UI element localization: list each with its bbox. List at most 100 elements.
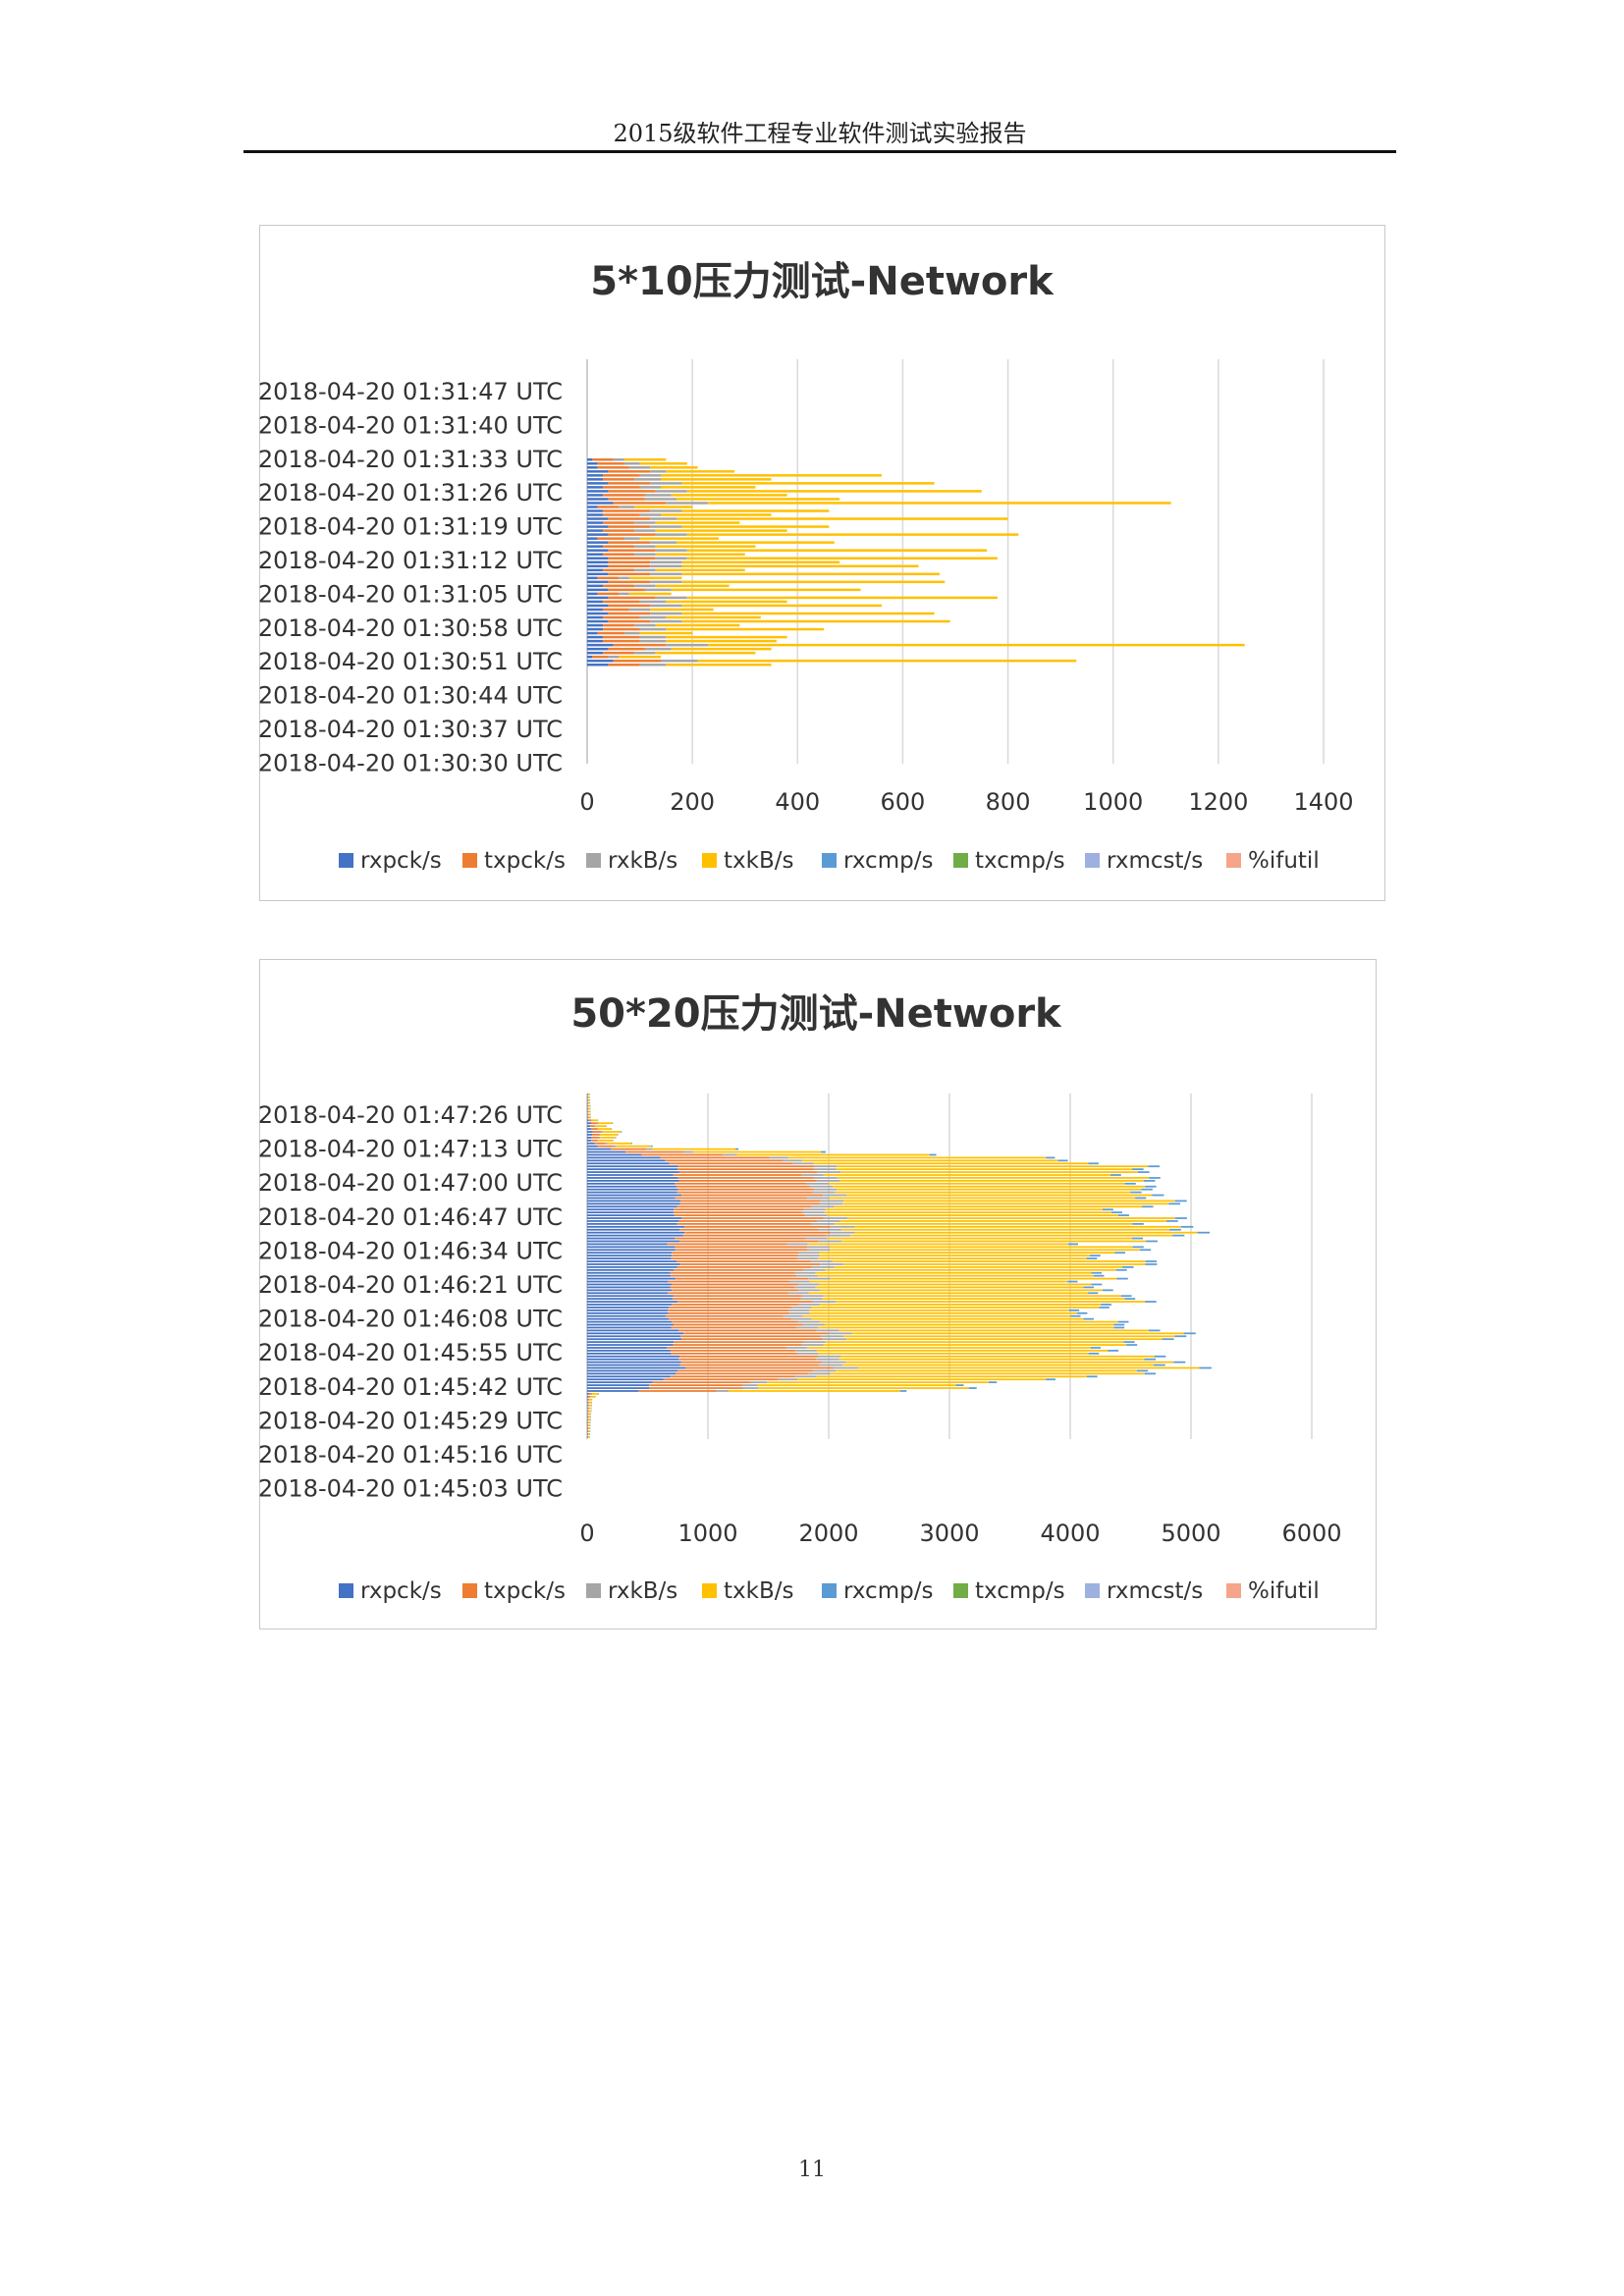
chart2-bar-rxkBs <box>816 1329 839 1332</box>
chart1-bar-rxpcks <box>587 608 604 612</box>
chart2-bar-rxcmps <box>1124 1298 1136 1301</box>
chart2-bar-rxpcks <box>587 1407 588 1410</box>
chart2-bar-txpcks <box>587 1415 589 1418</box>
chart2-bar-rxpcks <box>587 1220 679 1222</box>
chart2-bar-rxkBs <box>683 1150 693 1153</box>
chart2-bar-txpcks <box>590 1125 595 1128</box>
chart2-bar-txpcks <box>674 1208 804 1211</box>
chart1-legend-swatch <box>702 853 717 868</box>
chart2-bar-rxkBs <box>805 1237 828 1240</box>
chart2-bar-rxpcks <box>587 1304 673 1306</box>
chart2-x-tick-label: 4000 <box>1040 1520 1100 1547</box>
chart1-bar-txpcks <box>603 509 651 512</box>
chart2-bar-rxpcks <box>587 1139 592 1142</box>
chart2-bar-txpcks <box>678 1180 817 1182</box>
chart2-bar-txpcks <box>679 1240 819 1243</box>
chart2-bar-txkBs <box>829 1197 1136 1200</box>
chart1-bar-txpcks <box>608 498 645 501</box>
chart2-bar-rxpcks <box>587 1191 677 1194</box>
chart1-bar-rxkBs <box>639 486 661 489</box>
chart1-bar-rxpcks <box>587 513 604 516</box>
chart2-bar-rxcmps <box>1162 1338 1174 1341</box>
chart1-bar-rxpcks <box>587 545 604 548</box>
chart2-bar-rxpcks <box>587 1243 668 1246</box>
chart2-bar-txkBs <box>832 1185 1146 1188</box>
chart2-bar-rxcmps <box>1120 1295 1132 1298</box>
chart2-bar-rxcmps <box>1166 1220 1178 1222</box>
chart2-bar-rxkBs <box>802 1323 825 1326</box>
chart2-bar-rxpcks <box>587 1223 677 1225</box>
chart1-bar-txpcks <box>603 545 635 548</box>
chart2-bar-txpcks <box>677 1188 815 1191</box>
chart2-bar-txpcks <box>684 1231 832 1234</box>
chart2-bar-rxcmps <box>1117 1214 1129 1216</box>
chart2-bar-txkBs <box>839 1180 1144 1182</box>
chart2-bar-txkBs <box>692 1150 822 1153</box>
chart2-bar-txkBs <box>811 1307 1100 1308</box>
chart2-bar-txkBs <box>588 1116 591 1119</box>
chart2-bar-rxkBs <box>814 1165 838 1168</box>
chart2-bar-rxpcks <box>587 1211 674 1214</box>
chart2-bar-txpcks <box>678 1358 817 1361</box>
chart1-bar-txpcks <box>597 537 624 540</box>
chart2-bar-rxpcks <box>587 1240 680 1243</box>
chart2-bar-rxcmps <box>821 1150 826 1153</box>
chart2-bar-rxcmps <box>1088 1353 1100 1355</box>
chart1-bar-txpcks <box>597 576 620 580</box>
chart2-bar-txpcks <box>649 1384 742 1387</box>
chart2-bar-rxkBs <box>790 1307 812 1308</box>
chart1-bar-rxkBs <box>634 584 656 588</box>
chart2-bar-rxcmps <box>1168 1202 1181 1205</box>
chart2-bar-txpcks <box>587 1104 589 1107</box>
chart1-bar-rxpcks <box>587 537 598 540</box>
chart1-bar-rxpcks <box>587 509 604 512</box>
chart2-bar-txpcks <box>675 1372 808 1375</box>
chart1-bar-txkBs <box>650 466 698 469</box>
chart2-bar-rxkBs <box>801 1174 824 1176</box>
chart1-bar-txpcks <box>608 663 640 667</box>
chart2-bar-rxcmps <box>735 1148 739 1150</box>
chart2-bar-rxpcks <box>587 1234 683 1237</box>
chart1-bar-rxpcks <box>587 478 604 481</box>
chart1-bar-txpcks <box>597 462 624 465</box>
chart1-bar-txkBs <box>681 525 830 528</box>
chart2-bar-rxcmps <box>1116 1277 1128 1280</box>
chart1-bar-rxkBs <box>644 494 672 497</box>
chart1-bar-rxkBs <box>639 635 667 639</box>
chart1-bar-txpcks <box>597 506 620 508</box>
chart2-bar-txkBs <box>819 1283 1092 1286</box>
chart2-bar-txpcks <box>680 1200 821 1202</box>
chart2-bar-txpcks <box>677 1369 814 1372</box>
chart2-y-tick-label: 2018-04-20 01:45:03 UTC <box>258 1475 563 1503</box>
chart1-bar-rxkBs <box>644 647 672 651</box>
chart2-bar-txpcks <box>677 1168 814 1171</box>
chart2-bar-rxcmps <box>1137 1171 1150 1173</box>
chart1-bar-rxpcks <box>587 588 609 592</box>
chart2-bar-rxcmps <box>1113 1323 1125 1326</box>
chart2-bar-txpcks <box>685 1366 835 1369</box>
chart2-bar-rxkBs <box>796 1326 819 1329</box>
chart2-bar-rxcmps <box>1174 1217 1187 1219</box>
chart2-bar-rxpcks <box>587 1255 673 1257</box>
chart2-bar-txkBs <box>854 1225 1181 1228</box>
chart1-bar-rxkBs <box>644 588 672 592</box>
chart2-bar-txpcks <box>591 1122 598 1125</box>
chart1-bar-txkBs <box>708 643 1245 647</box>
chart2-bar-txpcks <box>670 1350 796 1352</box>
chart2-bar-txkBs <box>589 1398 592 1401</box>
chart2-bar-txpcks <box>588 1393 592 1395</box>
chart2-bar-txpcks <box>678 1220 818 1222</box>
chart2-bar-rxkBs <box>813 1369 837 1372</box>
chart2-bar-rxcmps <box>1091 1271 1103 1274</box>
chart1-bar-rxpcks <box>587 564 609 568</box>
chart1-bar-rxkBs <box>639 627 667 631</box>
chart2-bar-txpcks <box>671 1252 798 1255</box>
chart2-bar-txpcks <box>677 1191 813 1194</box>
chart2-bar-txkBs <box>807 1243 1068 1246</box>
chart1-bar-txpcks <box>603 486 640 489</box>
chart1-bar-txkBs <box>681 561 840 563</box>
chart2-bar-txkBs <box>811 1317 1084 1320</box>
chart1-bar-rxpcks <box>587 521 604 524</box>
chart2-bar-txkBs <box>757 1384 956 1387</box>
chart1-bar-txpcks <box>608 517 651 520</box>
